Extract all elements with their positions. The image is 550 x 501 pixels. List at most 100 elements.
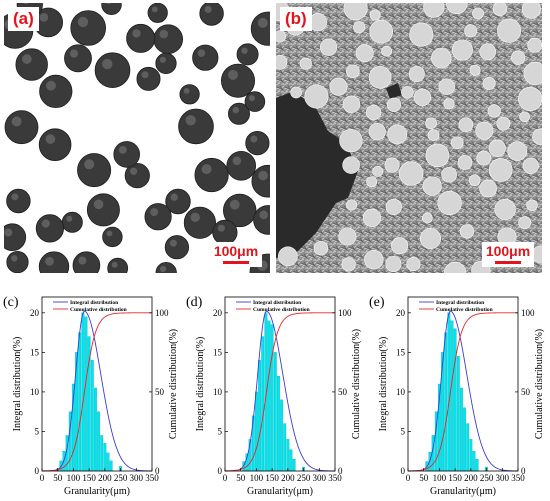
y2-axis-label: Cumulative distribution(%) xyxy=(168,329,179,439)
x-tick-label: 50 xyxy=(236,473,246,483)
histogram-bar xyxy=(81,312,85,472)
particle-highlight xyxy=(170,193,178,201)
embedded-particle xyxy=(526,199,538,212)
particle-highlight xyxy=(183,88,190,94)
chart-svg-d: 0 50 100 150 200 250 300 35005101520050100Granu… xyxy=(186,295,362,497)
histogram-bar xyxy=(84,316,88,472)
powder-particle xyxy=(194,157,229,193)
powder-particle xyxy=(226,151,257,181)
x-tick-label: 200 xyxy=(98,473,112,483)
y-tick-label: 5 xyxy=(401,426,406,436)
histogram-bar xyxy=(255,391,258,472)
particle-highlight xyxy=(106,230,113,237)
x-tick-label: 300 xyxy=(313,473,327,483)
y-tick-label: 15 xyxy=(396,347,406,357)
embedded-particle xyxy=(518,216,532,230)
micrograph-section-b: (b) 100μm xyxy=(276,3,542,273)
powder-particle xyxy=(4,110,39,145)
histogram-bar xyxy=(109,460,113,472)
x-axis-label: Granularity(μm) xyxy=(430,486,496,497)
y2-tick-label: 50 xyxy=(155,387,165,397)
panel-tag-e: (e) xyxy=(369,295,385,310)
powder-particle xyxy=(244,91,266,112)
particle-highlight xyxy=(159,29,169,39)
embedded-particle xyxy=(368,122,386,141)
embedded-particle xyxy=(313,240,329,256)
embedded-particle xyxy=(341,257,356,272)
y-axis-label: Integral distribution(%) xyxy=(12,337,23,432)
embedded-particle xyxy=(532,128,542,146)
powder-particle xyxy=(183,206,216,239)
x-tick-label: 0 xyxy=(40,473,45,483)
embedded-particle xyxy=(488,158,513,182)
embedded-particle xyxy=(472,7,484,20)
powder-particle xyxy=(113,141,140,168)
powder-particle xyxy=(107,257,129,273)
embedded-particle xyxy=(425,143,450,168)
histogram-bar xyxy=(463,407,466,472)
cumulative-distribution-line xyxy=(224,312,335,472)
legend-label-cumulative: Cumulative distribution xyxy=(436,307,493,313)
x-tick-label: 50 xyxy=(53,473,63,483)
histogram-bar xyxy=(292,458,296,472)
x-tick-label: 150 xyxy=(82,473,96,483)
particle-highlight xyxy=(190,212,200,222)
y-tick-label: 20 xyxy=(213,308,223,318)
powder-particle xyxy=(70,10,106,46)
histogram-bar xyxy=(100,435,104,472)
histogram-bar xyxy=(94,387,97,472)
y-axis-label: Integral distribution(%) xyxy=(378,337,389,432)
embedded-particle xyxy=(276,30,287,43)
legend-label-integral: Integral distribution xyxy=(253,300,301,306)
chart-svg-e: 0 50 100 150 200 250 300 35005101520050100Granu… xyxy=(369,295,545,497)
x-tick-label: 300 xyxy=(496,473,510,483)
embedded-particle xyxy=(342,156,360,174)
histogram-bar xyxy=(277,375,280,472)
plot-frame xyxy=(407,296,519,472)
embedded-particle xyxy=(304,84,329,109)
particle-highlight xyxy=(69,49,79,58)
embedded-particle xyxy=(518,86,542,112)
histogram-bar xyxy=(261,336,265,472)
embedded-particle xyxy=(431,47,452,69)
scale-bar-label-a: 100μm xyxy=(213,243,259,259)
x-tick-label: 0 xyxy=(406,473,411,483)
particle-highlight xyxy=(258,170,268,181)
powder-particle xyxy=(164,235,189,260)
histogram-bar xyxy=(444,332,448,472)
embedded-particle xyxy=(479,43,497,61)
embedded-particle xyxy=(423,3,445,18)
cumulative-distribution-line xyxy=(41,312,152,472)
particle-highlight xyxy=(201,164,212,175)
particle-highlight xyxy=(204,5,212,13)
particle-highlight xyxy=(77,16,89,28)
particle-highlight xyxy=(45,257,54,266)
powder-particle xyxy=(136,66,161,91)
y2-tick-label: 100 xyxy=(521,308,535,318)
powder-particle xyxy=(6,251,29,273)
embedded-particle xyxy=(497,18,522,43)
embedded-particle xyxy=(488,139,506,157)
histogram-bar xyxy=(450,320,454,472)
embedded-particle xyxy=(406,257,421,272)
particle-highlight xyxy=(217,224,225,232)
embedded-particle xyxy=(479,179,497,198)
y-tick-label: 5 xyxy=(218,426,223,436)
powder-particle xyxy=(94,52,131,88)
x-tick-label: 100 xyxy=(67,473,81,483)
integral-distribution-line xyxy=(420,310,519,472)
powder-particle xyxy=(144,203,172,231)
chart-svg-c: 0 50 100 150 200 250 300 35005101520050100Granu… xyxy=(3,295,179,497)
powder-particle xyxy=(64,44,92,73)
powder-particle xyxy=(38,128,72,161)
panel-tag-c: (c) xyxy=(3,295,19,310)
embedded-particle xyxy=(450,136,464,150)
embedded-particle xyxy=(409,22,434,47)
embedded-particle xyxy=(290,86,302,99)
particle-highlight xyxy=(11,193,19,201)
embedded-particle xyxy=(384,157,400,173)
particle-highlight xyxy=(185,115,196,126)
y-tick-label: 0 xyxy=(401,466,406,476)
embedded-particle xyxy=(346,199,358,211)
embedded-particle xyxy=(366,176,378,188)
